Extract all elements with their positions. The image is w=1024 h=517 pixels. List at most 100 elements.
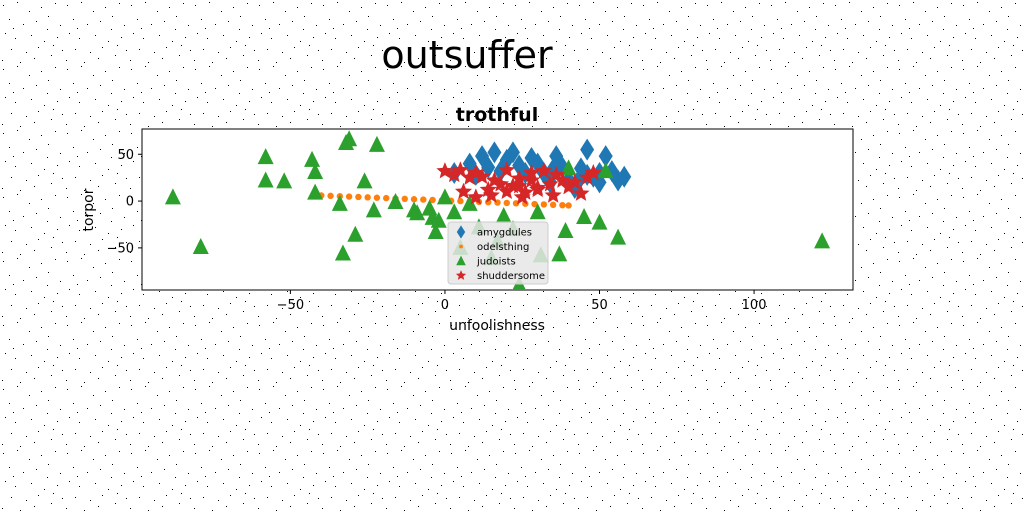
judoists-point-11 <box>341 130 358 147</box>
judoists-point-0 <box>164 188 181 205</box>
judoists-point-21 <box>427 222 444 239</box>
odelsthing-point-23 <box>531 200 538 208</box>
shuddersome-point-26 <box>482 186 500 203</box>
judoists-point-3 <box>257 171 274 188</box>
odelsthing-point-24 <box>540 201 548 208</box>
judoists-point-41 <box>610 228 627 245</box>
x-tick-label: 50 <box>591 298 608 313</box>
odelsthing-point-9 <box>401 195 408 203</box>
odelsthing-point-5 <box>364 194 371 201</box>
shuddersome-point-22 <box>578 168 596 185</box>
shuddersome-point-3 <box>461 168 479 185</box>
judoists-point-23 <box>436 188 453 205</box>
judoists-point-13 <box>356 172 373 189</box>
figure-title: outsuffer <box>381 33 553 77</box>
shuddersome-point-9 <box>498 161 516 178</box>
judoists-point-8 <box>331 194 348 211</box>
odelsthing-point-12 <box>429 196 436 204</box>
judoists-point-5 <box>304 150 321 167</box>
judoists-point-42 <box>814 232 831 249</box>
amygdules-point-8 <box>505 141 520 164</box>
shuddersome-point-30 <box>544 186 562 203</box>
shuddersome-point-23 <box>584 163 602 181</box>
odelsthing-point-27 <box>565 202 572 209</box>
shuddersome-point-29 <box>529 180 547 198</box>
judoists-point-37 <box>560 159 577 176</box>
judoists-point-33 <box>529 203 546 220</box>
shuddersome-point-2 <box>451 161 469 178</box>
legend-marker-amygdules <box>456 225 466 239</box>
shuddersome-point-32 <box>510 177 528 194</box>
judoists-point-1 <box>192 237 209 254</box>
odelsthing-point-3 <box>345 193 353 200</box>
odelsthing-point-1 <box>327 192 334 200</box>
legend-label-amygdules: amygdules <box>477 228 532 239</box>
judoists-point-38 <box>576 207 593 224</box>
amygdules-point-27 <box>617 165 632 188</box>
data-marks <box>164 130 831 290</box>
judoists-point-12 <box>347 225 364 242</box>
shuddersome-point-5 <box>473 167 491 185</box>
x-axis-label: unfoolishness <box>449 318 545 334</box>
chart-title: trothful <box>456 104 538 126</box>
judoists-point-22 <box>430 211 447 228</box>
series-shuddersome <box>436 161 602 205</box>
odelsthing-point-11 <box>420 196 427 203</box>
judoists-point-6 <box>307 183 324 200</box>
shuddersome-point-1 <box>445 165 463 183</box>
legend-marker-judoists <box>456 255 466 266</box>
y-tick-label: 0 <box>126 195 134 210</box>
shuddersome-point-21 <box>572 184 590 201</box>
odelsthing-point-25 <box>549 201 557 209</box>
legend: amygdules odelsthing judoists shuddersome <box>447 221 549 285</box>
odelsthing-point-26 <box>559 201 566 209</box>
judoists-point-9 <box>334 244 351 261</box>
odelsthing-point-10 <box>410 196 418 203</box>
judoists-point-7 <box>307 163 324 180</box>
odelsthing-point-21 <box>512 200 520 207</box>
x-tick-label: 0 <box>441 298 449 313</box>
judoists-point-18 <box>409 204 426 221</box>
judoists-point-15 <box>365 201 382 218</box>
amygdules-point-4 <box>481 156 496 179</box>
x-axis-ticks: −50 0 50 100 <box>277 290 767 313</box>
odelsthing-point-20 <box>503 199 510 207</box>
shuddersome-point-25 <box>467 188 485 205</box>
odelsthing-point-15 <box>457 197 464 205</box>
legend-box <box>447 221 549 285</box>
shuddersome-point-20 <box>566 173 584 190</box>
series-odelsthing <box>318 192 572 209</box>
amygdules-point-5 <box>487 141 502 164</box>
judoists-point-24 <box>446 203 463 220</box>
y-tick-label: −50 <box>107 241 134 256</box>
judoists-point-40 <box>597 162 614 179</box>
odelsthing-point-7 <box>383 194 390 202</box>
legend-marker-odelsthing <box>459 244 463 249</box>
y-axis-label: torpor <box>81 188 97 231</box>
shuddersome-point-15 <box>535 162 553 179</box>
shuddersome-point-27 <box>498 182 516 199</box>
judoists-point-36 <box>557 222 574 239</box>
legend-label-odelsthing: odelsthing <box>477 242 529 253</box>
judoists-point-2 <box>257 148 274 165</box>
amygdules-point-24 <box>598 145 613 168</box>
judoists-point-30 <box>495 207 512 224</box>
judoists-point-14 <box>368 135 385 152</box>
x-tick-label: 100 <box>742 298 767 313</box>
odelsthing-point-4 <box>355 193 362 201</box>
legend-label-shuddersome: shuddersome <box>477 271 545 282</box>
odelsthing-point-6 <box>373 194 381 201</box>
judoists-point-4 <box>276 172 293 189</box>
y-axis-ticks: −50 0 50 <box>107 148 142 256</box>
legend-label-judoists: judoists <box>476 257 516 268</box>
judoists-point-35 <box>551 245 568 262</box>
legend-marker-shuddersome <box>455 270 467 280</box>
x-tick-label: −50 <box>277 298 304 313</box>
amygdules-point-20 <box>580 138 595 161</box>
judoists-point-26 <box>461 194 478 211</box>
shuddersome-point-28 <box>513 188 531 205</box>
shuddersome-point-19 <box>560 178 578 195</box>
y-tick-label: 50 <box>117 148 134 163</box>
